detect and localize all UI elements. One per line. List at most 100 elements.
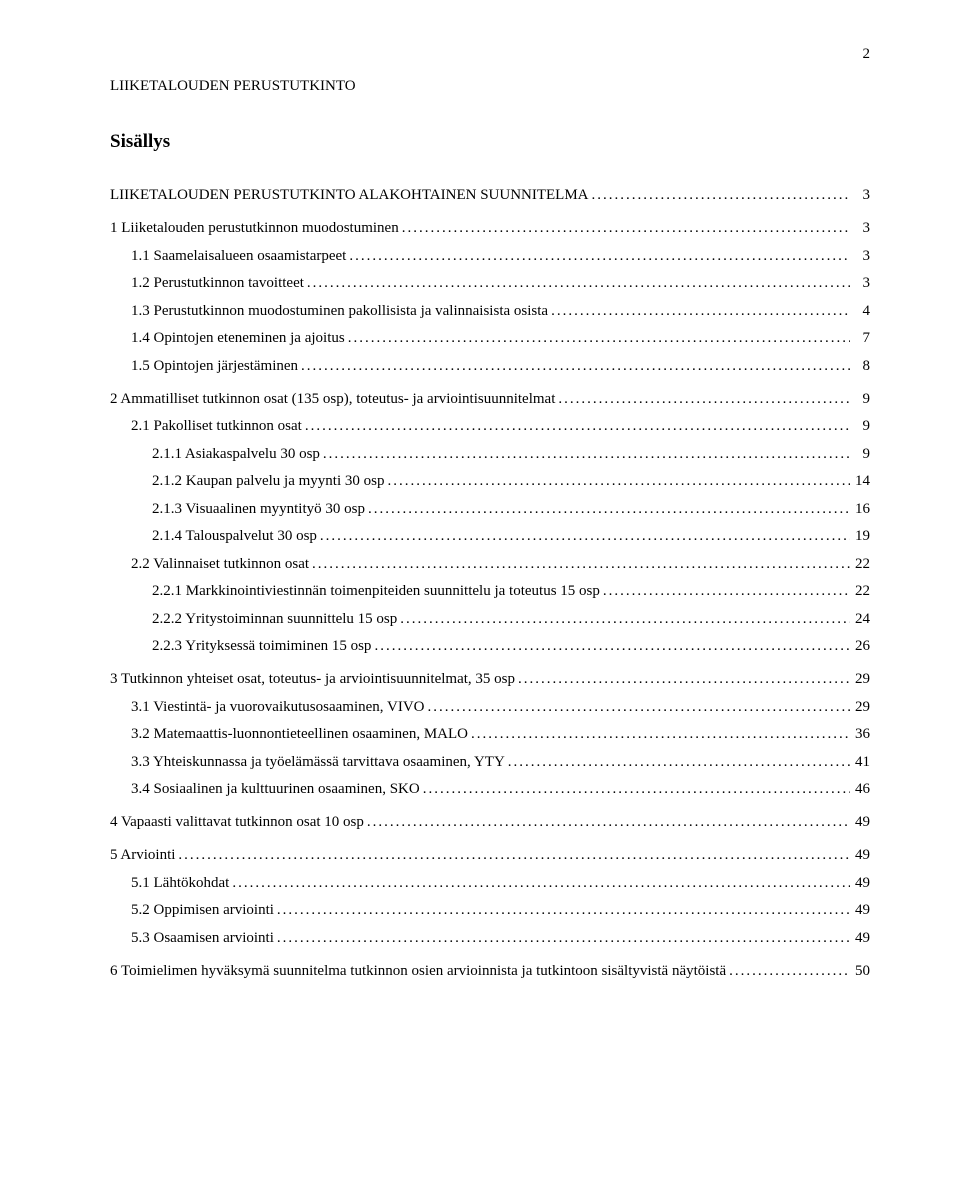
toc-entry-page: 41 [850, 754, 870, 771]
toc-entry-page: 26 [850, 638, 870, 655]
toc-entry-label: 1.2 Perustutkinnon tavoitteet [131, 275, 304, 292]
toc-entry-page: 49 [850, 902, 870, 919]
toc-entry-page: 49 [850, 814, 870, 831]
toc-entry-label: 6 Toimielimen hyväksymä suunnitelma tutk… [110, 963, 726, 980]
toc-dot-leader [274, 930, 850, 947]
toc-row[interactable]: 1.5 Opintojen järjestäminen8 [110, 358, 870, 375]
toc-entry-page: 3 [850, 187, 870, 204]
toc-entry-label: 3.3 Yhteiskunnassa ja työelämässä tarvit… [131, 754, 505, 771]
toc-dot-leader [298, 358, 850, 375]
toc-row[interactable]: 3.1 Viestintä- ja vuorovaikutusosaaminen… [110, 699, 870, 716]
toc-entry-label: 2.1.1 Asiakaspalvelu 30 osp [152, 446, 320, 463]
toc-entry-label: 3 Tutkinnon yhteiset osat, toteutus- ja … [110, 671, 515, 688]
toc-row[interactable]: 2.1.2 Kaupan palvelu ja myynti 30 osp 14 [110, 473, 870, 490]
toc-entry-label: LIIKETALOUDEN PERUSTUTKINTO ALAKOHTAINEN… [110, 187, 589, 204]
toc-dot-leader [229, 875, 850, 892]
toc-entry-page: 22 [850, 556, 870, 573]
toc-dot-leader [468, 726, 850, 743]
toc-entry-label: 5.2 Oppimisen arviointi [131, 902, 274, 919]
toc-dot-leader [364, 814, 850, 831]
toc-row[interactable]: 2.2 Valinnaiset tutkinnon osat 22 [110, 556, 870, 573]
toc-dot-leader [346, 248, 850, 265]
toc-entry-page: 50 [850, 963, 870, 980]
toc-dot-leader [600, 583, 850, 600]
toc-row[interactable]: 2.1 Pakolliset tutkinnon osat 9 [110, 418, 870, 435]
toc-dot-leader [555, 391, 850, 408]
toc-dot-leader [317, 528, 850, 545]
toc-entry-label: 1 Liiketalouden perustutkinnon muodostum… [110, 220, 399, 237]
toc-dot-leader [304, 275, 850, 292]
toc-entry-page: 49 [850, 930, 870, 947]
toc-row[interactable]: 1.4 Opintojen eteneminen ja ajoitus 7 [110, 330, 870, 347]
toc-row[interactable]: 2.1.1 Asiakaspalvelu 30 osp 9 [110, 446, 870, 463]
toc-entry-page: 9 [850, 418, 870, 435]
toc-entry-label: 1.3 Perustutkinnon muodostuminen pakolli… [131, 303, 548, 320]
toc-entry-label: 2.2.3 Yrityksessä toimiminen 15 osp [152, 638, 371, 655]
document-title: LIIKETALOUDEN PERUSTUTKINTO [110, 78, 870, 95]
page-number: 2 [863, 46, 871, 63]
toc-entry-page: 7 [850, 330, 870, 347]
toc-entry-page: 49 [850, 847, 870, 864]
toc-dot-leader [274, 902, 850, 919]
toc-entry-page: 14 [850, 473, 870, 490]
toc-entry-label: 1.5 Opintojen järjestäminen [131, 358, 298, 375]
toc-row[interactable]: 2.2.3 Yrityksessä toimiminen 15 osp 26 [110, 638, 870, 655]
toc-entry-label: 3.1 Viestintä- ja vuorovaikutusosaaminen… [131, 699, 425, 716]
toc-entry-label: 2 Ammatilliset tutkinnon osat (135 osp),… [110, 391, 555, 408]
toc-entry-page: 3 [850, 220, 870, 237]
toc-row[interactable]: 3.2 Matemaattis-luonnontieteellinen osaa… [110, 726, 870, 743]
toc-row[interactable]: 5.3 Osaamisen arviointi49 [110, 930, 870, 947]
toc-row[interactable]: 1 Liiketalouden perustutkinnon muodostum… [110, 220, 870, 237]
toc-row[interactable]: 5.1 Lähtökohdat 49 [110, 875, 870, 892]
toc-row[interactable]: 2.2.1 Markkinointiviestinnän toimenpitei… [110, 583, 870, 600]
toc-dot-leader [399, 220, 850, 237]
toc-entry-label: 5.1 Lähtökohdat [131, 875, 229, 892]
toc-entry-page: 19 [850, 528, 870, 545]
toc-entry-page: 3 [850, 275, 870, 292]
toc-dot-leader [548, 303, 850, 320]
toc-row[interactable]: 1.2 Perustutkinnon tavoitteet 3 [110, 275, 870, 292]
toc-entry-label: 4 Vapaasti valittavat tutkinnon osat 10 … [110, 814, 364, 831]
toc-row[interactable]: 2.1.4 Talouspalvelut 30 osp 19 [110, 528, 870, 545]
toc-row[interactable]: 5 Arviointi 49 [110, 847, 870, 864]
toc-entry-label: 2.2.2 Yritystoiminnan suunnittelu 15 osp [152, 611, 397, 628]
toc-entry-page: 46 [850, 781, 870, 798]
toc-dot-leader [365, 501, 850, 518]
toc-row[interactable]: 5.2 Oppimisen arviointi 49 [110, 902, 870, 919]
toc-row[interactable]: 1.3 Perustutkinnon muodostuminen pakolli… [110, 303, 870, 320]
toc-dot-leader [371, 638, 850, 655]
toc-row[interactable]: 2 Ammatilliset tutkinnon osat (135 osp),… [110, 391, 870, 408]
toc-entry-label: 1.4 Opintojen eteneminen ja ajoitus [131, 330, 345, 347]
toc-heading: Sisällys [110, 131, 870, 153]
toc-entry-page: 9 [850, 446, 870, 463]
toc-entry-label: 2.1 Pakolliset tutkinnon osat [131, 418, 302, 435]
toc-entry-label: 2.1.3 Visuaalinen myyntityö 30 osp [152, 501, 365, 518]
toc-entry-label: 2.1.4 Talouspalvelut 30 osp [152, 528, 317, 545]
toc-dot-leader [515, 671, 850, 688]
toc-row[interactable]: 1.1 Saamelaisalueen osaamistarpeet3 [110, 248, 870, 265]
toc-entry-page: 29 [850, 671, 870, 688]
toc-entry-label: 1.1 Saamelaisalueen osaamistarpeet [131, 248, 346, 265]
toc-entry-label: 3.4 Sosiaalinen ja kulttuurinen osaamine… [131, 781, 420, 798]
toc-row[interactable]: 3.3 Yhteiskunnassa ja työelämässä tarvit… [110, 754, 870, 771]
toc-dot-leader [302, 418, 850, 435]
toc-entry-page: 29 [850, 699, 870, 716]
toc-dot-leader [589, 187, 850, 204]
toc-entry-label: 2.2 Valinnaiset tutkinnon osat [131, 556, 309, 573]
toc-dot-leader [726, 963, 850, 980]
toc-row[interactable]: 3.4 Sosiaalinen ja kulttuurinen osaamine… [110, 781, 870, 798]
toc-row[interactable]: 3 Tutkinnon yhteiset osat, toteutus- ja … [110, 671, 870, 688]
toc-row[interactable]: 2.2.2 Yritystoiminnan suunnittelu 15 osp… [110, 611, 870, 628]
toc-entry-page: 49 [850, 875, 870, 892]
toc-row[interactable]: 6 Toimielimen hyväksymä suunnitelma tutk… [110, 963, 870, 980]
toc-dot-leader [505, 754, 850, 771]
toc-row[interactable]: 2.1.3 Visuaalinen myyntityö 30 osp16 [110, 501, 870, 518]
toc-entry-label: 2.2.1 Markkinointiviestinnän toimenpitei… [152, 583, 600, 600]
toc-row[interactable]: 4 Vapaasti valittavat tutkinnon osat 10 … [110, 814, 870, 831]
toc-entry-label: 5 Arviointi [110, 847, 175, 864]
toc-entry-label: 2.1.2 Kaupan palvelu ja myynti 30 osp [152, 473, 384, 490]
toc-entry-page: 24 [850, 611, 870, 628]
toc-row[interactable]: LIIKETALOUDEN PERUSTUTKINTO ALAKOHTAINEN… [110, 187, 870, 204]
toc-dot-leader [175, 847, 850, 864]
toc-dot-leader [397, 611, 850, 628]
